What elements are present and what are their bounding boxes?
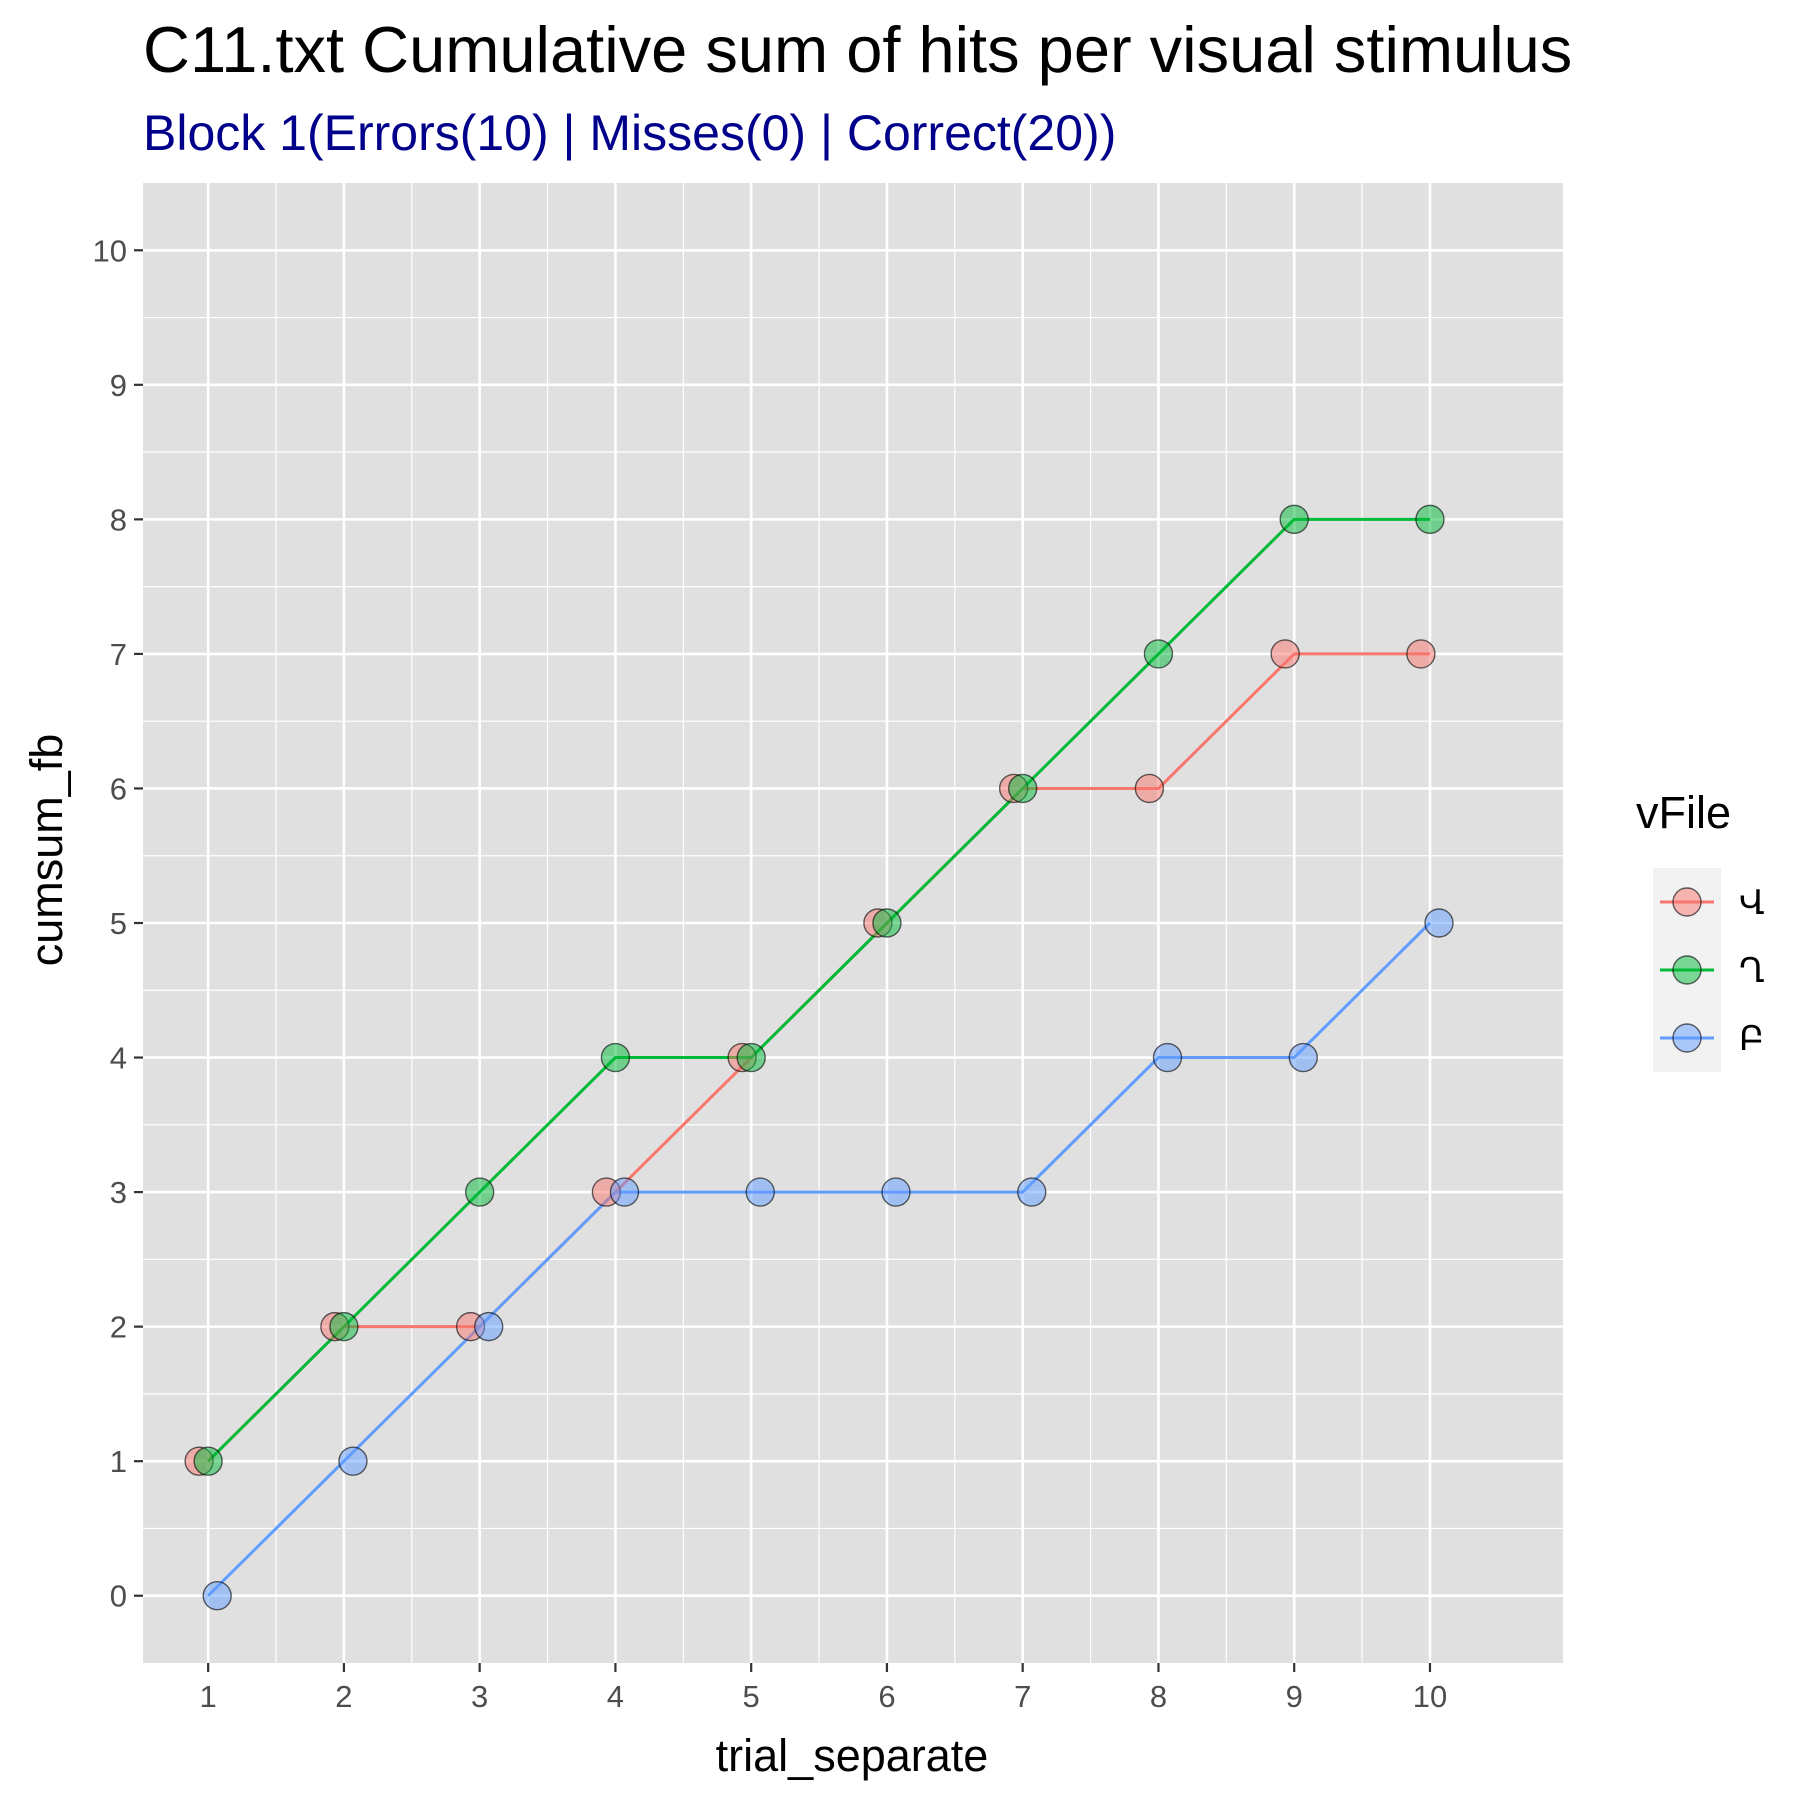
- legend-label: Ղ: [1739, 951, 1765, 991]
- data-point: [1415, 504, 1445, 535]
- data-point: [736, 1042, 766, 1073]
- legend-title: vFile: [1636, 787, 1731, 838]
- legend-key-point: [1672, 955, 1702, 985]
- data-point: [1017, 1177, 1047, 1207]
- y-tick-label: 0: [110, 1579, 127, 1614]
- y-tick-label: 9: [110, 368, 127, 403]
- data-point: [600, 1042, 631, 1073]
- chart-subtitle: Block 1(Errors(10) | Misses(0) | Correct…: [143, 105, 1116, 161]
- chart-title: C11.txt Cumulative sum of hits per visua…: [143, 13, 1572, 86]
- series-line: [207, 921, 1432, 1597]
- legend-label: Բ: [1739, 1019, 1764, 1059]
- minor-gridlines: [143, 183, 1563, 1663]
- y-axis: 0 1 2 3 4 5 6 7 8 9 10: [93, 233, 143, 1614]
- legend: vFile ՎՂԲ: [1636, 787, 1765, 1072]
- y-tick-label: 10: [93, 233, 127, 268]
- y-tick-label: 6: [110, 771, 127, 806]
- y-axis-title: cumsum_fb: [21, 734, 72, 967]
- x-tick-label: 9: [1286, 1679, 1303, 1714]
- legend-label: Վ: [1739, 883, 1765, 923]
- x-axis-title: trial_separate: [716, 1730, 989, 1781]
- data-point: [1143, 639, 1174, 669]
- data-point: [609, 1177, 640, 1207]
- data-point: [872, 908, 902, 938]
- x-tick-label: 10: [1413, 1679, 1447, 1714]
- x-tick-label: 6: [878, 1679, 895, 1714]
- data-point: [329, 1311, 359, 1342]
- data-point: [474, 1311, 504, 1342]
- data-point: [1007, 773, 1038, 804]
- data-point: [1134, 773, 1165, 804]
- data-point: [1152, 1042, 1183, 1073]
- data-point: [881, 1177, 911, 1207]
- y-tick-label: 5: [110, 906, 127, 941]
- series-points: [184, 504, 1454, 1611]
- data-point: [1424, 908, 1454, 938]
- data-point: [1270, 639, 1300, 669]
- data-point: [193, 1446, 223, 1476]
- y-tick-label: 7: [110, 637, 127, 672]
- x-tick-label: 8: [1150, 1679, 1167, 1714]
- data-point: [202, 1581, 232, 1611]
- data-point: [1279, 504, 1309, 535]
- y-tick-label: 1: [110, 1444, 127, 1479]
- y-tick-label: 2: [110, 1310, 127, 1345]
- data-point: [464, 1177, 495, 1207]
- x-tick-label: 4: [607, 1679, 624, 1714]
- legend-key-point: [1672, 1023, 1702, 1053]
- data-point: [1406, 639, 1436, 669]
- y-tick-label: 8: [110, 502, 127, 537]
- legend-key-point: [1672, 887, 1702, 917]
- series-line: [207, 517, 1430, 1463]
- x-tick-label: 2: [335, 1679, 352, 1714]
- y-tick-label: 3: [110, 1175, 127, 1210]
- x-tick-label: 1: [200, 1679, 217, 1714]
- data-point: [338, 1446, 368, 1476]
- x-tick-label: 7: [1014, 1679, 1031, 1714]
- x-axis: 1 2 3 4 5 6 7 8 9 10: [200, 1663, 1447, 1714]
- series-lines: [207, 517, 1432, 1597]
- data-point: [745, 1177, 775, 1207]
- data-point: [1288, 1042, 1318, 1073]
- y-tick-label: 4: [110, 1041, 127, 1076]
- x-tick-label: 3: [471, 1679, 488, 1714]
- x-tick-label: 5: [743, 1679, 760, 1714]
